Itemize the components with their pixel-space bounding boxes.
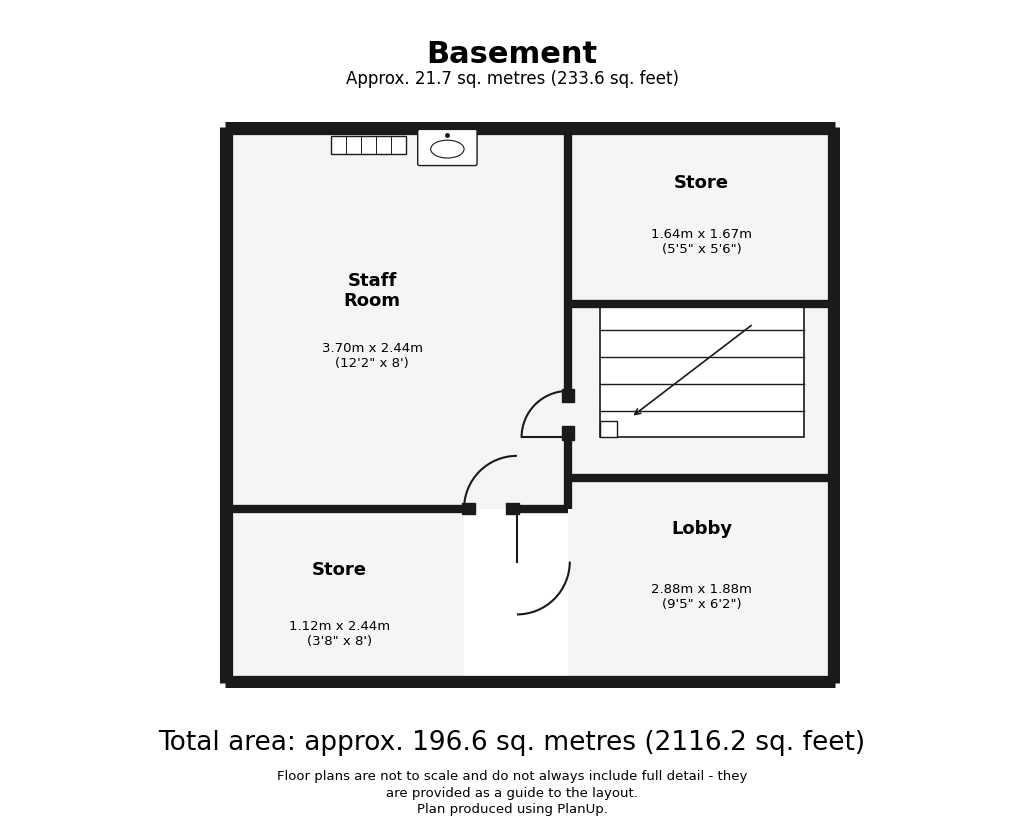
Bar — [568, 478, 835, 683]
Text: Approx. 21.7 sq. metres (233.6 sq. feet): Approx. 21.7 sq. metres (233.6 sq. feet) — [345, 70, 679, 88]
Text: Total area: approx. 196.6 sq. metres (2116.2 sq. feet): Total area: approx. 196.6 sq. metres (21… — [159, 730, 865, 756]
Text: Floor plans are not to scale and do not always include full detail - they: Floor plans are not to scale and do not … — [276, 770, 748, 783]
Text: Plan produced using PlanUp.: Plan produced using PlanUp. — [417, 803, 607, 816]
Text: 2.88m x 1.88m
(9'5" x 6'2"): 2.88m x 1.88m (9'5" x 6'2") — [651, 583, 752, 611]
Text: Lobby: Lobby — [671, 521, 732, 538]
Bar — [600, 304, 805, 437]
Bar — [568, 127, 835, 304]
Bar — [506, 503, 519, 514]
Bar — [600, 421, 617, 437]
Text: Store: Store — [312, 561, 368, 579]
Ellipse shape — [431, 140, 464, 158]
Bar — [332, 136, 406, 154]
FancyBboxPatch shape — [418, 129, 477, 166]
Bar — [225, 127, 568, 509]
Text: Staff
Room: Staff Room — [344, 272, 400, 311]
Text: Basement: Basement — [426, 40, 598, 68]
Text: Store: Store — [674, 174, 729, 192]
Text: 1.12m x 2.44m
(3'8" x 8'): 1.12m x 2.44m (3'8" x 8') — [289, 621, 390, 648]
Bar — [568, 304, 835, 478]
Text: 1.64m x 1.67m
(5'5" x 5'6"): 1.64m x 1.67m (5'5" x 5'6") — [651, 227, 752, 256]
Bar — [562, 426, 573, 440]
Bar — [462, 503, 475, 514]
Text: 3.70m x 2.44m
(12'2" x 8'): 3.70m x 2.44m (12'2" x 8') — [322, 342, 423, 370]
Bar — [562, 389, 573, 402]
Text: are provided as a guide to the layout.: are provided as a guide to the layout. — [386, 786, 638, 800]
Bar — [225, 509, 464, 683]
